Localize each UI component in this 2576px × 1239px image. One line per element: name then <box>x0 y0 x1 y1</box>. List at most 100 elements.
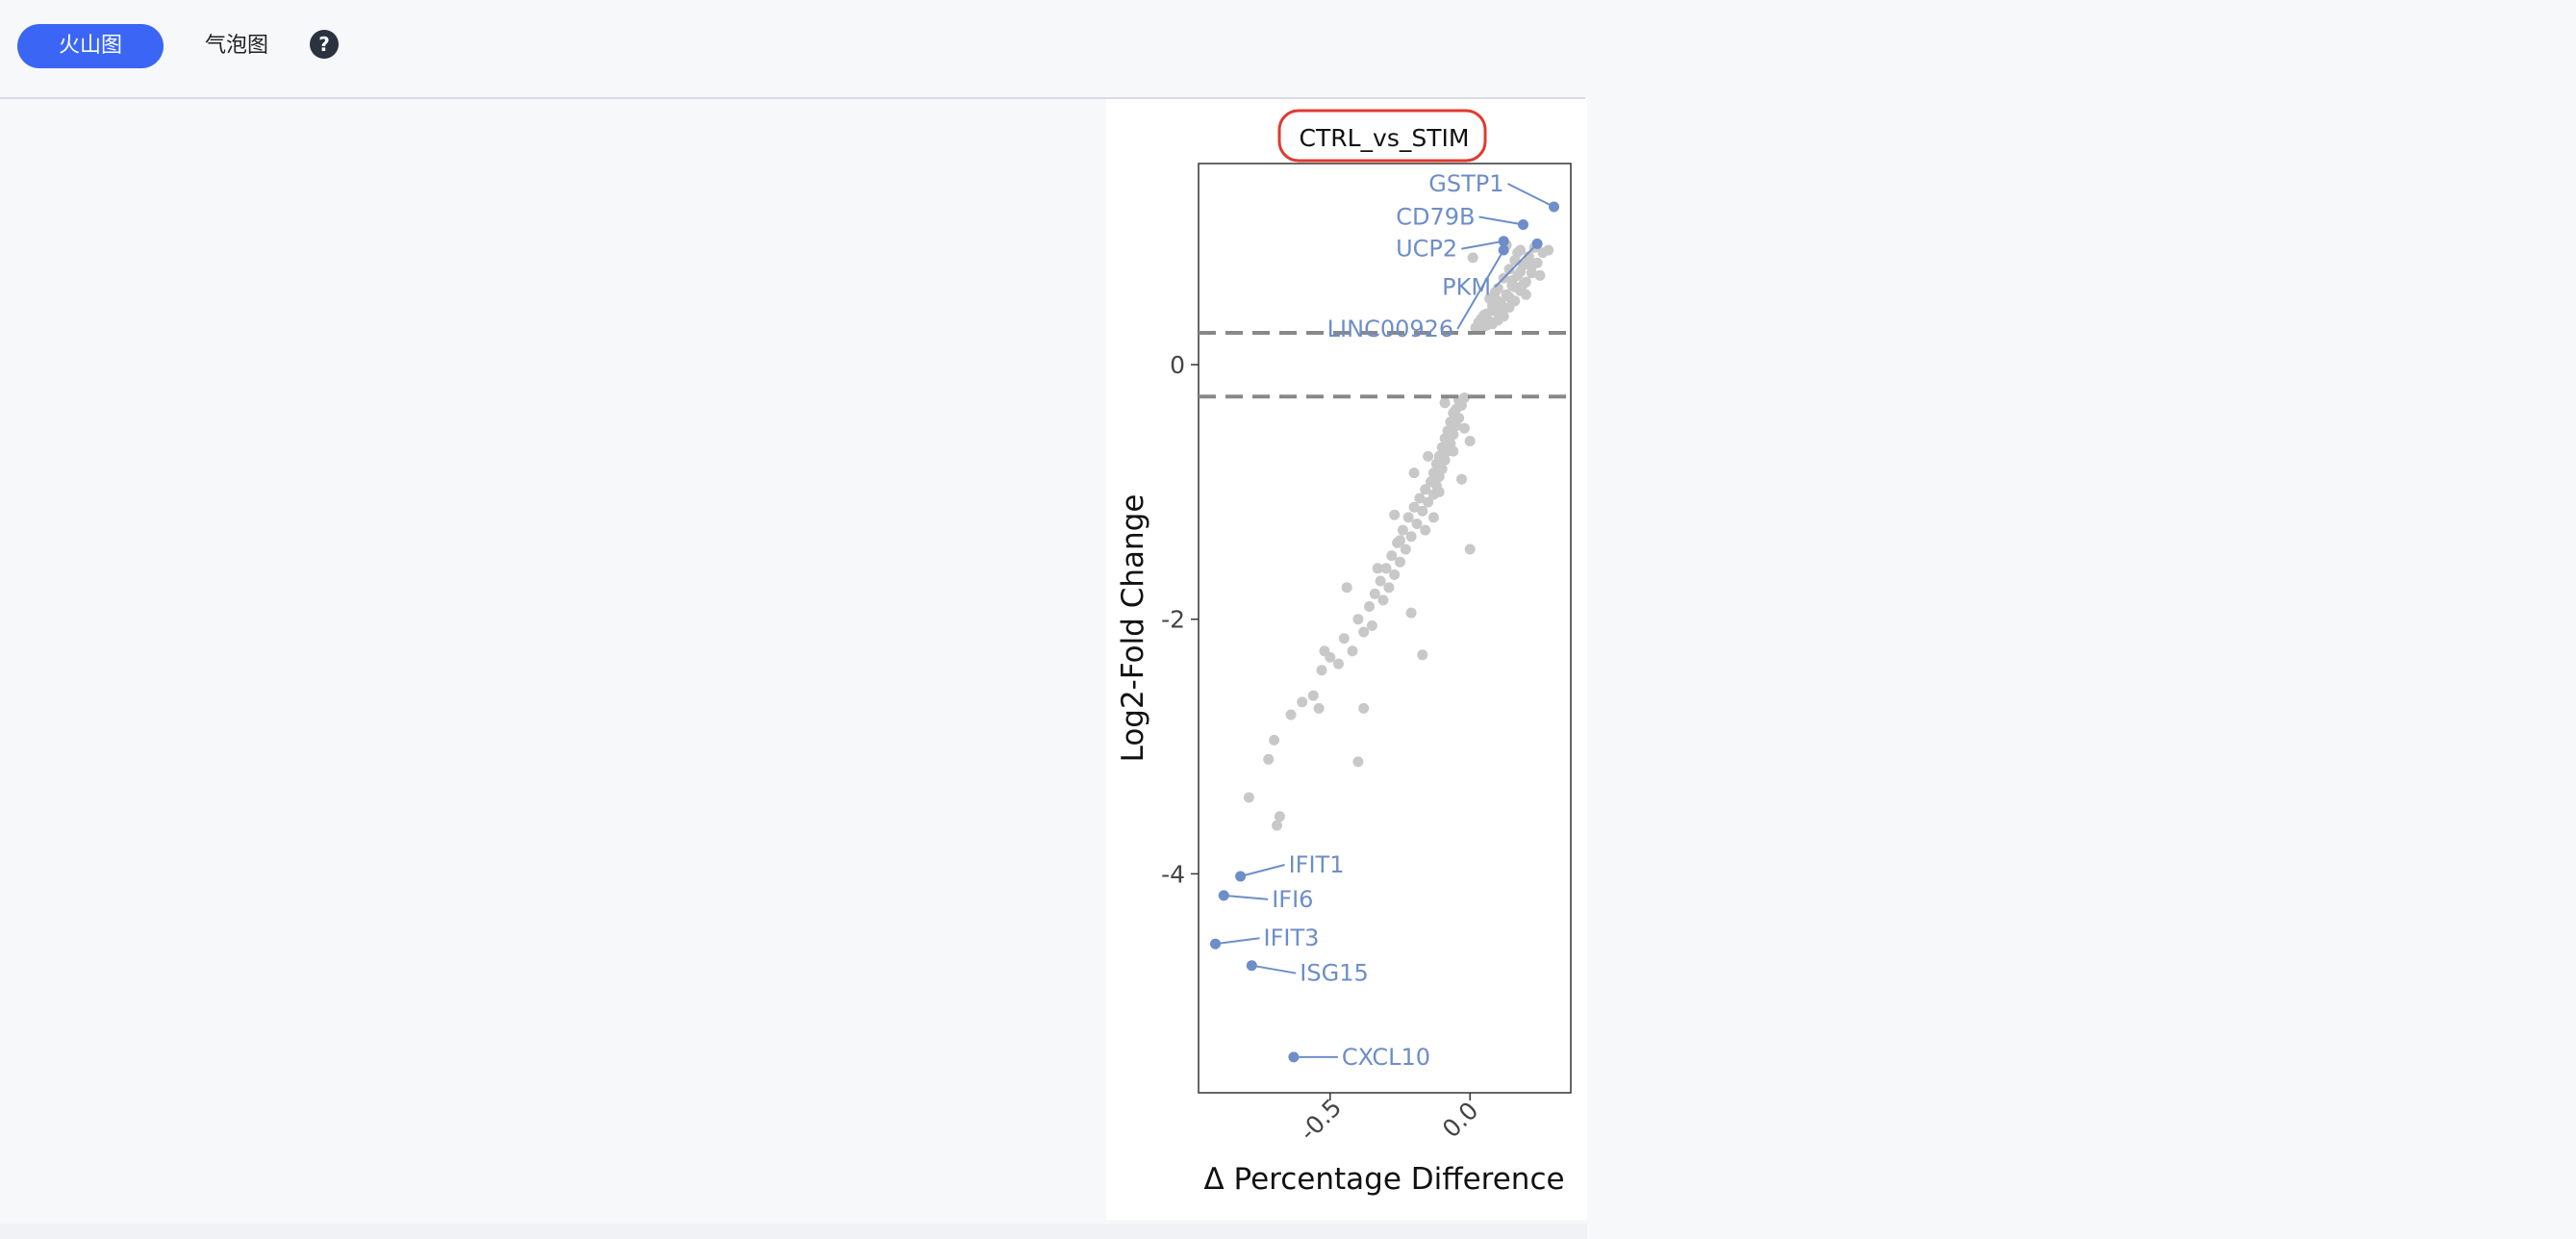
highlight-point-ucp2 <box>1498 236 1509 247</box>
top-toolbar: 火山图 气泡图 ? <box>0 0 1585 99</box>
data-point-128 <box>1395 535 1405 546</box>
data-point-65 <box>1439 454 1451 466</box>
data-point-49 <box>1509 281 1521 292</box>
gene-label-isg15: ISG15 <box>1300 960 1368 987</box>
highlight-point-cd79b <box>1518 219 1528 230</box>
data-point-86 <box>1380 563 1392 574</box>
data-point-32 <box>1520 289 1531 300</box>
bottom-strip <box>0 1224 1587 1239</box>
data-point-117 <box>1408 468 1420 479</box>
data-point-92 <box>1364 601 1375 612</box>
y-tick-label-0: 0 <box>1170 351 1185 379</box>
data-point-37 <box>1518 279 1528 291</box>
label-connector-linc00926 <box>1456 249 1505 330</box>
data-point-104 <box>1269 734 1280 746</box>
data-point-99 <box>1316 665 1327 676</box>
chart-title: CTRL_vs_STIM <box>1300 124 1470 152</box>
highlight-point-isg15 <box>1246 960 1257 972</box>
highlight-point-gstp1 <box>1549 201 1559 213</box>
data-point-72 <box>1420 484 1431 495</box>
data-point-101 <box>1297 696 1308 708</box>
label-connector-ifi6 <box>1224 894 1269 900</box>
data-point-31 <box>1543 244 1554 256</box>
title-box <box>1277 109 1487 163</box>
data-point-69 <box>1433 471 1445 482</box>
highlight-point-cxcl10 <box>1288 1051 1300 1063</box>
tab-bubble-plot[interactable]: 气泡图 <box>204 34 268 58</box>
data-point-114 <box>1458 422 1470 434</box>
x-tick-label-0: -0.5 <box>1294 1093 1347 1146</box>
gene-label-cxcl10: CXCL10 <box>1342 1044 1430 1071</box>
data-point-102 <box>1313 702 1325 714</box>
data-point-127 <box>1420 524 1431 536</box>
label-connector-cd79b <box>1478 215 1524 226</box>
data-point-85 <box>1395 556 1405 568</box>
data-point-106 <box>1243 792 1254 803</box>
data-point-113 <box>1464 436 1476 446</box>
label-connector-ifit1 <box>1240 864 1285 877</box>
data-point-42 <box>1498 303 1509 315</box>
data-point-109 <box>1352 756 1364 768</box>
highlight-point-linc00926 <box>1498 244 1509 256</box>
data-point-123 <box>1341 582 1352 594</box>
x-tick-label-1: 0.0 <box>1437 1097 1484 1144</box>
highlight-point-ifi6 <box>1218 890 1229 901</box>
data-point-46 <box>1492 295 1503 307</box>
data-point-116 <box>1456 473 1467 485</box>
data-point-77 <box>1417 505 1428 517</box>
data-point-83 <box>1400 544 1411 555</box>
data-point-103 <box>1285 709 1297 721</box>
data-point-88 <box>1375 575 1386 587</box>
gene-label-cd79b: CD79B <box>1396 204 1475 231</box>
highlighted-genes: GSTP1 CD79B UCP2 PKM LINC00926 IFIT1 IFI6 IFIT3… <box>1210 170 1559 1071</box>
y-axis-label: Log2-Fold Change <box>1116 494 1150 763</box>
data-point-119 <box>1389 509 1401 520</box>
x-axis-label: Δ Percentage Difference <box>1203 1162 1564 1197</box>
threshold-lines <box>1199 331 1571 399</box>
data-point-57 <box>1451 420 1462 432</box>
data-point-76 <box>1408 501 1420 513</box>
gene-label-pkm: PKM <box>1442 273 1491 300</box>
data-point-87 <box>1389 569 1401 580</box>
label-connector-ucp2 <box>1461 240 1504 250</box>
gene-label-linc00926: LINC00926 <box>1327 316 1454 342</box>
highlight-point-ifit3 <box>1210 938 1221 949</box>
label-connector-gstp1 <box>1507 183 1554 208</box>
gene-label-ifit3: IFIT3 <box>1264 924 1320 951</box>
data-points <box>1243 240 1554 831</box>
data-point-75 <box>1423 496 1434 508</box>
data-point-18 <box>1503 264 1515 275</box>
highlight-point-ifit1 <box>1235 871 1247 882</box>
data-point-47 <box>1515 266 1527 277</box>
data-point-40 <box>1470 322 1481 334</box>
data-point-33 <box>1534 269 1546 281</box>
data-point-126 <box>1448 445 1459 457</box>
data-point-93 <box>1352 614 1364 625</box>
y-tick-label-2: -4 <box>1161 860 1185 888</box>
label-connector-pkm <box>1494 242 1538 289</box>
data-point-95 <box>1338 633 1350 645</box>
data-point-115 <box>1423 450 1434 462</box>
label-connector-isg15 <box>1251 964 1297 974</box>
y-tick-label-1: -2 <box>1161 606 1185 634</box>
tab-volcano-plot[interactable]: 火山图 <box>17 24 164 68</box>
data-point-44 <box>1503 291 1515 303</box>
data-point-89 <box>1383 582 1395 594</box>
data-point-91 <box>1377 594 1389 606</box>
empty-workspace <box>1587 0 2576 1239</box>
data-point-45 <box>1478 310 1490 320</box>
data-point-94 <box>1358 626 1370 638</box>
data-point-81 <box>1405 531 1417 543</box>
data-point-48 <box>1523 256 1534 267</box>
gene-label-ifit1: IFIT1 <box>1289 851 1345 878</box>
gene-label-ucp2: UCP2 <box>1396 236 1457 263</box>
data-point-38 <box>1489 287 1501 298</box>
question-circle-icon[interactable]: ? <box>310 30 339 59</box>
data-point-84 <box>1386 550 1398 562</box>
data-point-96 <box>1347 645 1358 657</box>
data-point-80 <box>1397 524 1408 536</box>
data-point-110 <box>1358 702 1370 714</box>
gene-label-gstp1: GSTP1 <box>1428 170 1503 197</box>
gene-label-ifi6: IFI6 <box>1272 886 1313 913</box>
data-point-111 <box>1417 649 1428 661</box>
